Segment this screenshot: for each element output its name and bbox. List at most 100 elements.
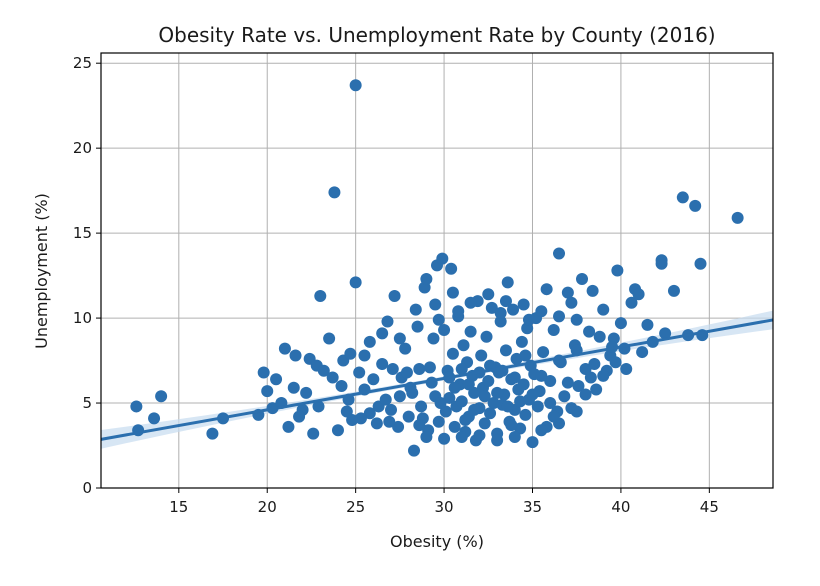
y-tick-label: 10 <box>73 309 92 327</box>
data-point <box>544 397 557 410</box>
data-point <box>464 325 477 338</box>
plot-frame <box>100 52 774 489</box>
data-point <box>148 412 161 425</box>
data-point <box>457 339 470 352</box>
chart-title: Obesity Rate vs. Unemployment Rate by Co… <box>158 23 715 47</box>
x-tick-label: 20 <box>258 498 277 516</box>
data-point <box>270 373 283 386</box>
data-point <box>452 305 465 318</box>
y-tick-label: 5 <box>82 394 92 412</box>
data-point <box>328 186 341 199</box>
data-point <box>535 305 548 318</box>
data-point <box>300 386 313 399</box>
data-point <box>420 272 433 285</box>
data-point <box>399 342 412 355</box>
data-point <box>317 364 330 377</box>
data-point <box>485 301 498 314</box>
data-point <box>478 390 491 403</box>
data-point <box>478 417 491 430</box>
data-point <box>434 397 447 410</box>
data-point <box>614 317 627 330</box>
data-point <box>393 390 406 403</box>
x-tick-label: 45 <box>700 498 719 516</box>
data-point <box>448 420 461 433</box>
data-point <box>576 272 589 285</box>
data-point <box>535 424 548 437</box>
data-point <box>561 286 574 299</box>
data-point <box>349 79 362 92</box>
data-point <box>491 386 504 399</box>
data-point <box>583 325 596 338</box>
data-point <box>519 408 532 421</box>
data-point <box>515 335 528 348</box>
data-point <box>572 380 585 393</box>
data-point <box>432 415 445 428</box>
x-axis-label: Obesity (%) <box>390 532 484 551</box>
data-point <box>517 378 530 391</box>
data-point <box>597 303 610 316</box>
data-point <box>508 371 521 384</box>
data-point <box>561 376 574 389</box>
regression-line <box>100 318 774 441</box>
data-point <box>526 388 539 401</box>
data-point <box>584 371 597 384</box>
data-point <box>376 357 389 370</box>
data-point <box>429 298 442 311</box>
data-point <box>482 288 495 301</box>
data-point <box>731 211 744 224</box>
y-tick-label: 25 <box>73 54 92 72</box>
y-tick-label: 15 <box>73 224 92 242</box>
x-tick-label: 35 <box>523 498 542 516</box>
data-point <box>261 385 274 398</box>
data-point <box>667 284 680 297</box>
data-point <box>455 431 468 444</box>
data-point <box>636 346 649 359</box>
data-point <box>413 363 426 376</box>
data-point <box>501 400 514 413</box>
data-point <box>514 395 527 408</box>
data-point <box>632 288 645 301</box>
data-point <box>312 400 325 413</box>
data-point <box>519 349 532 362</box>
y-tick-label: 0 <box>82 479 92 497</box>
data-point <box>597 369 610 382</box>
data-point <box>553 247 566 260</box>
data-point <box>553 310 566 323</box>
data-point <box>335 380 348 393</box>
data-point <box>475 349 488 362</box>
data-point <box>307 427 320 440</box>
data-point <box>370 417 383 430</box>
data-point <box>432 313 445 326</box>
data-point <box>445 262 458 275</box>
data-point <box>588 357 601 370</box>
x-tick-label: 40 <box>611 498 630 516</box>
data-point <box>570 313 583 326</box>
data-point <box>438 323 451 336</box>
x-ticks: 15 20 25 30 35 40 45 <box>169 488 719 516</box>
data-point <box>420 431 433 444</box>
data-point <box>344 347 357 360</box>
data-point <box>379 393 392 406</box>
y-tick-label: 20 <box>73 139 92 157</box>
data-point <box>436 252 449 265</box>
data-point <box>287 381 300 394</box>
data-point <box>413 419 426 432</box>
data-point <box>558 390 571 403</box>
data-point <box>655 257 668 270</box>
data-point <box>155 390 168 403</box>
data-point <box>257 366 270 379</box>
data-point <box>130 400 143 413</box>
data-point <box>206 427 219 440</box>
data-point <box>676 191 689 204</box>
data-point <box>409 303 422 316</box>
data-point <box>540 283 553 296</box>
data-point <box>590 383 603 396</box>
data-point <box>278 342 291 355</box>
data-point <box>448 381 461 394</box>
data-point <box>386 363 399 376</box>
data-point <box>508 431 521 444</box>
data-point <box>392 420 405 433</box>
data-point <box>385 403 398 416</box>
data-point <box>354 412 367 425</box>
